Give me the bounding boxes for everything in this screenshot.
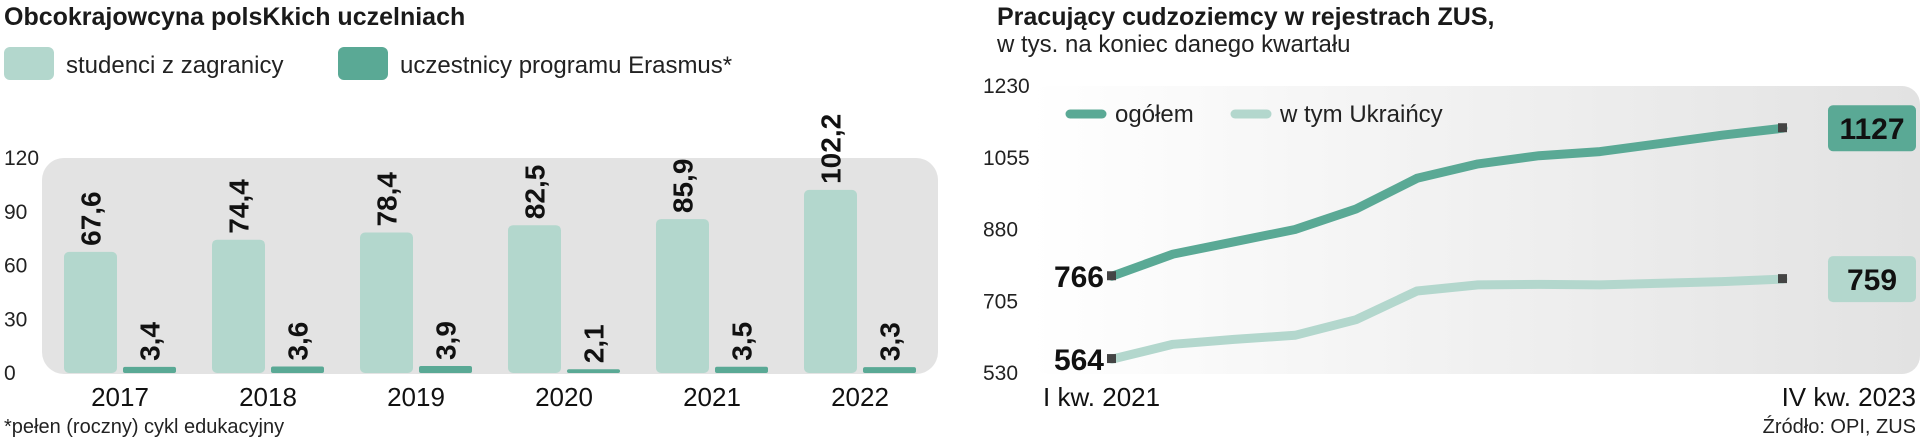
label-students-2017: 67,6: [76, 191, 107, 246]
bar-chart-panel: [42, 158, 938, 374]
line-end-marker: [1778, 274, 1787, 284]
x-tick-2021: 2021: [683, 382, 741, 412]
line-end-badge-total: [1828, 105, 1916, 152]
bar-value-labels: 67,6 3,4 74,4 3,6 78,4 3,9 82,5 2,1 85,9 3,5 102,2…: [76, 114, 906, 363]
line-legend: ogółem w tym Ukraińcy: [1065, 101, 1443, 128]
legend-swatch-students: [4, 47, 54, 80]
bar-erasmus-2022: [863, 367, 916, 373]
line-chart-title: Pracujący cudzoziemcy w rejestrach ZUS,: [997, 3, 1494, 31]
bar-chart-title: Obcokrajowcyna polsKkich uczelniach: [4, 3, 465, 31]
bar-chart: Obcokrajowcyna polsKkich uczelniach stud…: [4, 3, 938, 438]
x-tick-2017: 2017: [91, 382, 149, 412]
line-start-marker: [1107, 354, 1116, 364]
line-end-label-ukraine: 759: [1847, 264, 1897, 297]
line-y-tick: 705: [983, 290, 1018, 313]
label-erasmus-2020: 2,1: [579, 324, 610, 363]
line-start-label-total: 766: [1054, 261, 1104, 294]
line-y-tick: 1055: [983, 147, 1030, 170]
bar-legend: studenci z zagranicy uczestnicy programu…: [4, 47, 732, 80]
bar-y-tick: 0: [4, 362, 16, 385]
line-chart-subtitle: w tys. na koniec danego kwartału: [996, 31, 1351, 58]
bar-students-2020: [508, 225, 561, 373]
line-source: Źródło: OPI, ZUS: [1763, 415, 1916, 438]
line-start-label-ukraine: 564: [1054, 344, 1104, 377]
bar-marks: [64, 189, 916, 373]
label-erasmus-2019: 3,9: [431, 321, 462, 360]
line-marks: [1107, 123, 1788, 364]
bar-y-tick: 90: [4, 201, 27, 224]
line-end-labels: 766 1127 564 759: [1054, 105, 1916, 377]
line-y-tick: 880: [983, 219, 1018, 242]
label-students-2020: 82,5: [520, 165, 551, 220]
line-end-marker: [1778, 123, 1787, 133]
label-erasmus-2022: 3,3: [875, 322, 906, 361]
x-tick-2022: 2022: [831, 382, 889, 412]
bar-students-2019: [360, 232, 413, 373]
bar-y-tick: 30: [4, 308, 27, 331]
label-erasmus-2018: 3,6: [283, 322, 314, 361]
legend-label-total: ogółem: [1115, 101, 1194, 128]
bar-footnote: *pełen (roczny) cykl edukacyjny: [4, 416, 284, 438]
label-erasmus-2017: 3,4: [135, 322, 166, 361]
bar-students-2021: [656, 219, 709, 373]
line-series-ukraine: [1107, 274, 1788, 364]
legend-swatch-erasmus: [338, 47, 388, 80]
label-students-2018: 74,4: [224, 179, 255, 234]
line-end-label-total: 1127: [1839, 113, 1904, 146]
label-students-2022: 102,2: [816, 114, 847, 184]
bar-students-2022: [804, 189, 857, 373]
bar-y-axis: 120 90 60 30 0: [4, 147, 39, 385]
bar-x-axis: 2017 2018 2019 2020 2021 2022: [91, 382, 889, 412]
label-students-2021: 85,9: [668, 159, 699, 214]
bar-erasmus-2019: [419, 366, 472, 373]
line-chart-panel: [1030, 86, 1920, 374]
legend-label-students: studenci z zagranicy: [66, 52, 283, 79]
bar-students-2017: [64, 251, 117, 373]
line-x-end-label: IV kw. 2023: [1782, 382, 1916, 412]
line-end-badge-ukraine: [1828, 256, 1916, 303]
line-y-tick: 530: [983, 362, 1018, 385]
x-tick-2020: 2020: [535, 382, 593, 412]
line-x-start-label: I kw. 2021: [1043, 382, 1160, 412]
bar-erasmus-2021: [715, 366, 768, 373]
line-chart: Pracujący cudzoziemcy w rejestrach ZUS, …: [983, 3, 1920, 438]
line-y-tick: 1230: [983, 75, 1030, 98]
bar-erasmus-2020: [567, 369, 620, 373]
bar-erasmus-2017: [123, 366, 176, 373]
label-students-2019: 78,4: [372, 172, 403, 227]
x-tick-2018: 2018: [239, 382, 297, 412]
legend-label-ukraine: w tym Ukraińcy: [1279, 101, 1443, 128]
bar-y-tick: 60: [4, 255, 27, 278]
line-start-marker: [1107, 271, 1116, 281]
x-tick-2019: 2019: [387, 382, 445, 412]
label-erasmus-2021: 3,5: [727, 322, 758, 361]
line-y-axis: 1230 1055 880 705 530: [983, 75, 1030, 385]
bar-students-2018: [212, 239, 265, 373]
bar-y-tick: 120: [4, 147, 39, 170]
bar-erasmus-2018: [271, 366, 324, 373]
line-series-total: [1107, 123, 1788, 281]
legend-label-erasmus: uczestnicy programu Erasmus*: [400, 52, 732, 79]
